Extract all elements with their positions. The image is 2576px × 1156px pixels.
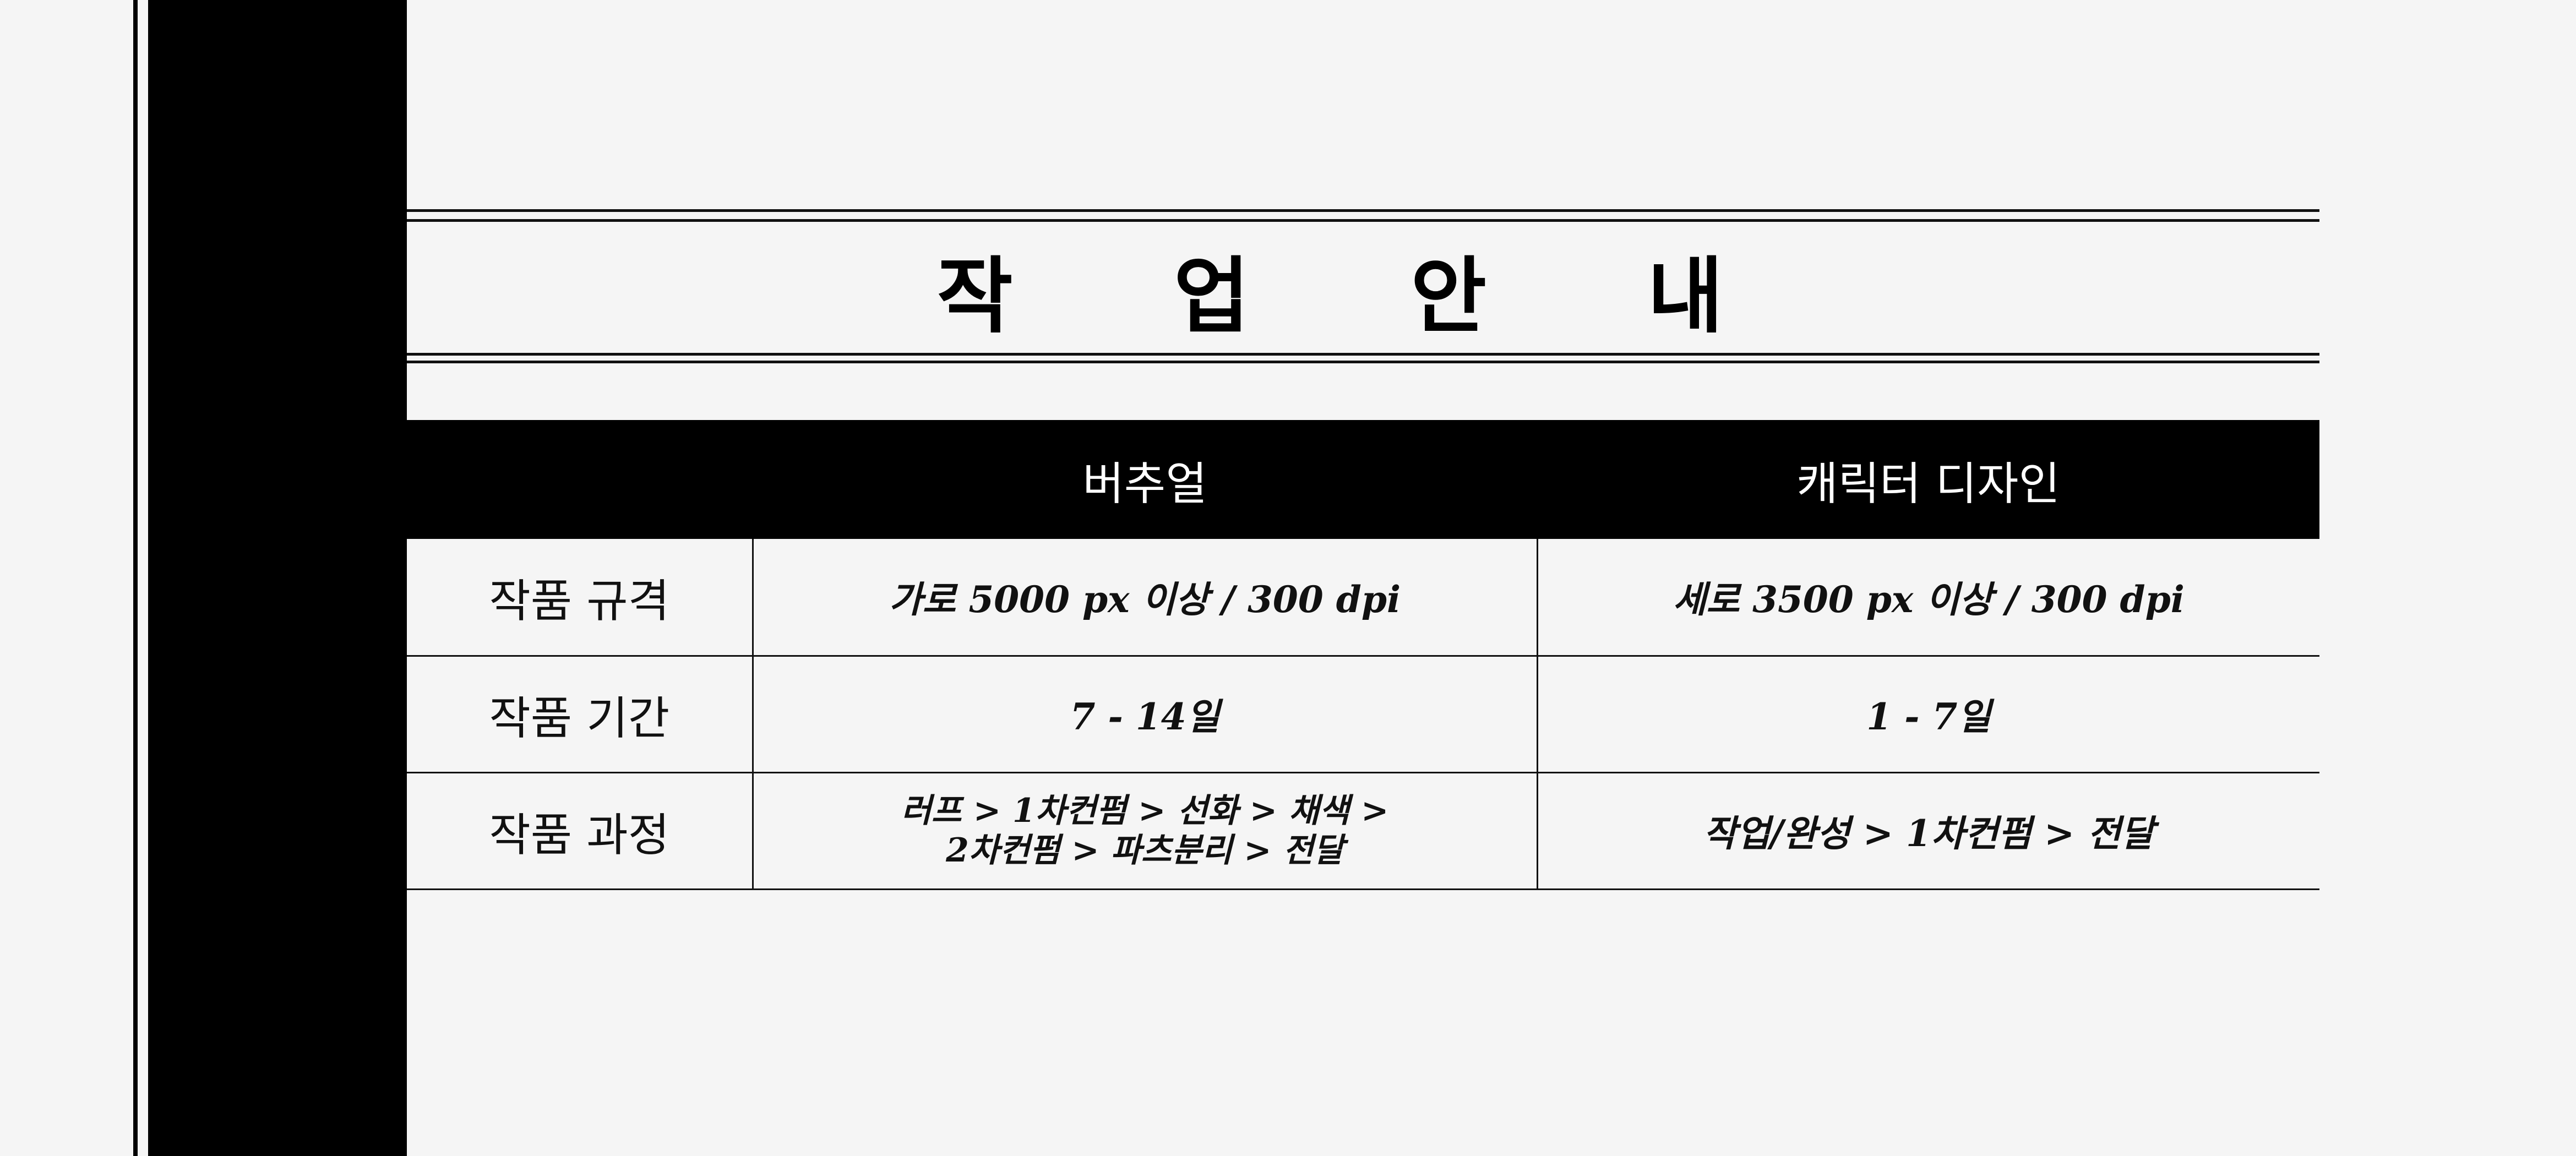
title-bottom-rule-inner	[407, 353, 2319, 356]
title-top-rule-outer	[407, 209, 2319, 212]
cell-character-period: 1 - 7일	[1536, 656, 2319, 773]
cell-virtual-process-line-2: 2차컨펌 > 파츠분리 > 전달	[946, 831, 1344, 870]
work-info-table-wrapper: 버추얼 캐릭터 디자인 작품 규격 가로 5000 px 이상 / 300 dp…	[407, 420, 2319, 890]
row-label-process: 작품 과정	[407, 772, 753, 890]
cell-virtual-process-line-1: 러프 > 1차컨펌 > 선화 > 채색 >	[901, 792, 1389, 830]
left-black-band	[148, 0, 407, 1156]
title-bottom-rule-outer	[407, 361, 2319, 363]
table-row: 작품 기간 7 - 14일 1 - 7일	[407, 656, 2319, 773]
cell-virtual-process: 러프 > 1차컨펌 > 선화 > 채색 > 2차컨펌 > 파츠분리 > 전달	[751, 772, 1537, 890]
cell-character-process: 작업/완성 > 1차컨펌 > 전달	[1536, 772, 2319, 890]
work-info-table: 버추얼 캐릭터 디자인 작품 규격 가로 5000 px 이상 / 300 dp…	[407, 420, 2319, 890]
header-character-design: 캐릭터 디자인	[1796, 457, 2060, 510]
table-header-row: 버추얼 캐릭터 디자인	[407, 420, 2319, 539]
table-row: 작품 과정 러프 > 1차컨펌 > 선화 > 채색 > 2차컨펌 > 파츠분리 …	[407, 772, 2319, 890]
cell-virtual-spec: 가로 5000 px 이상 / 300 dpi	[751, 539, 1537, 657]
table-row: 작품 규격 가로 5000 px 이상 / 300 dpi 세로 3500 px…	[407, 539, 2319, 657]
left-vertical-rule	[133, 0, 138, 1156]
cell-virtual-period: 7 - 14일	[751, 656, 1537, 773]
header-blank	[407, 420, 753, 539]
row-label-spec: 작품 규격	[407, 539, 753, 657]
title-top-rule-inner	[407, 219, 2319, 222]
cell-character-spec: 세로 3500 px 이상 / 300 dpi	[1536, 539, 2319, 657]
header-virtual: 버추얼	[1082, 457, 1207, 510]
row-label-period: 작품 기간	[407, 656, 753, 773]
page-title: 작 업 안 내	[936, 248, 1790, 345]
